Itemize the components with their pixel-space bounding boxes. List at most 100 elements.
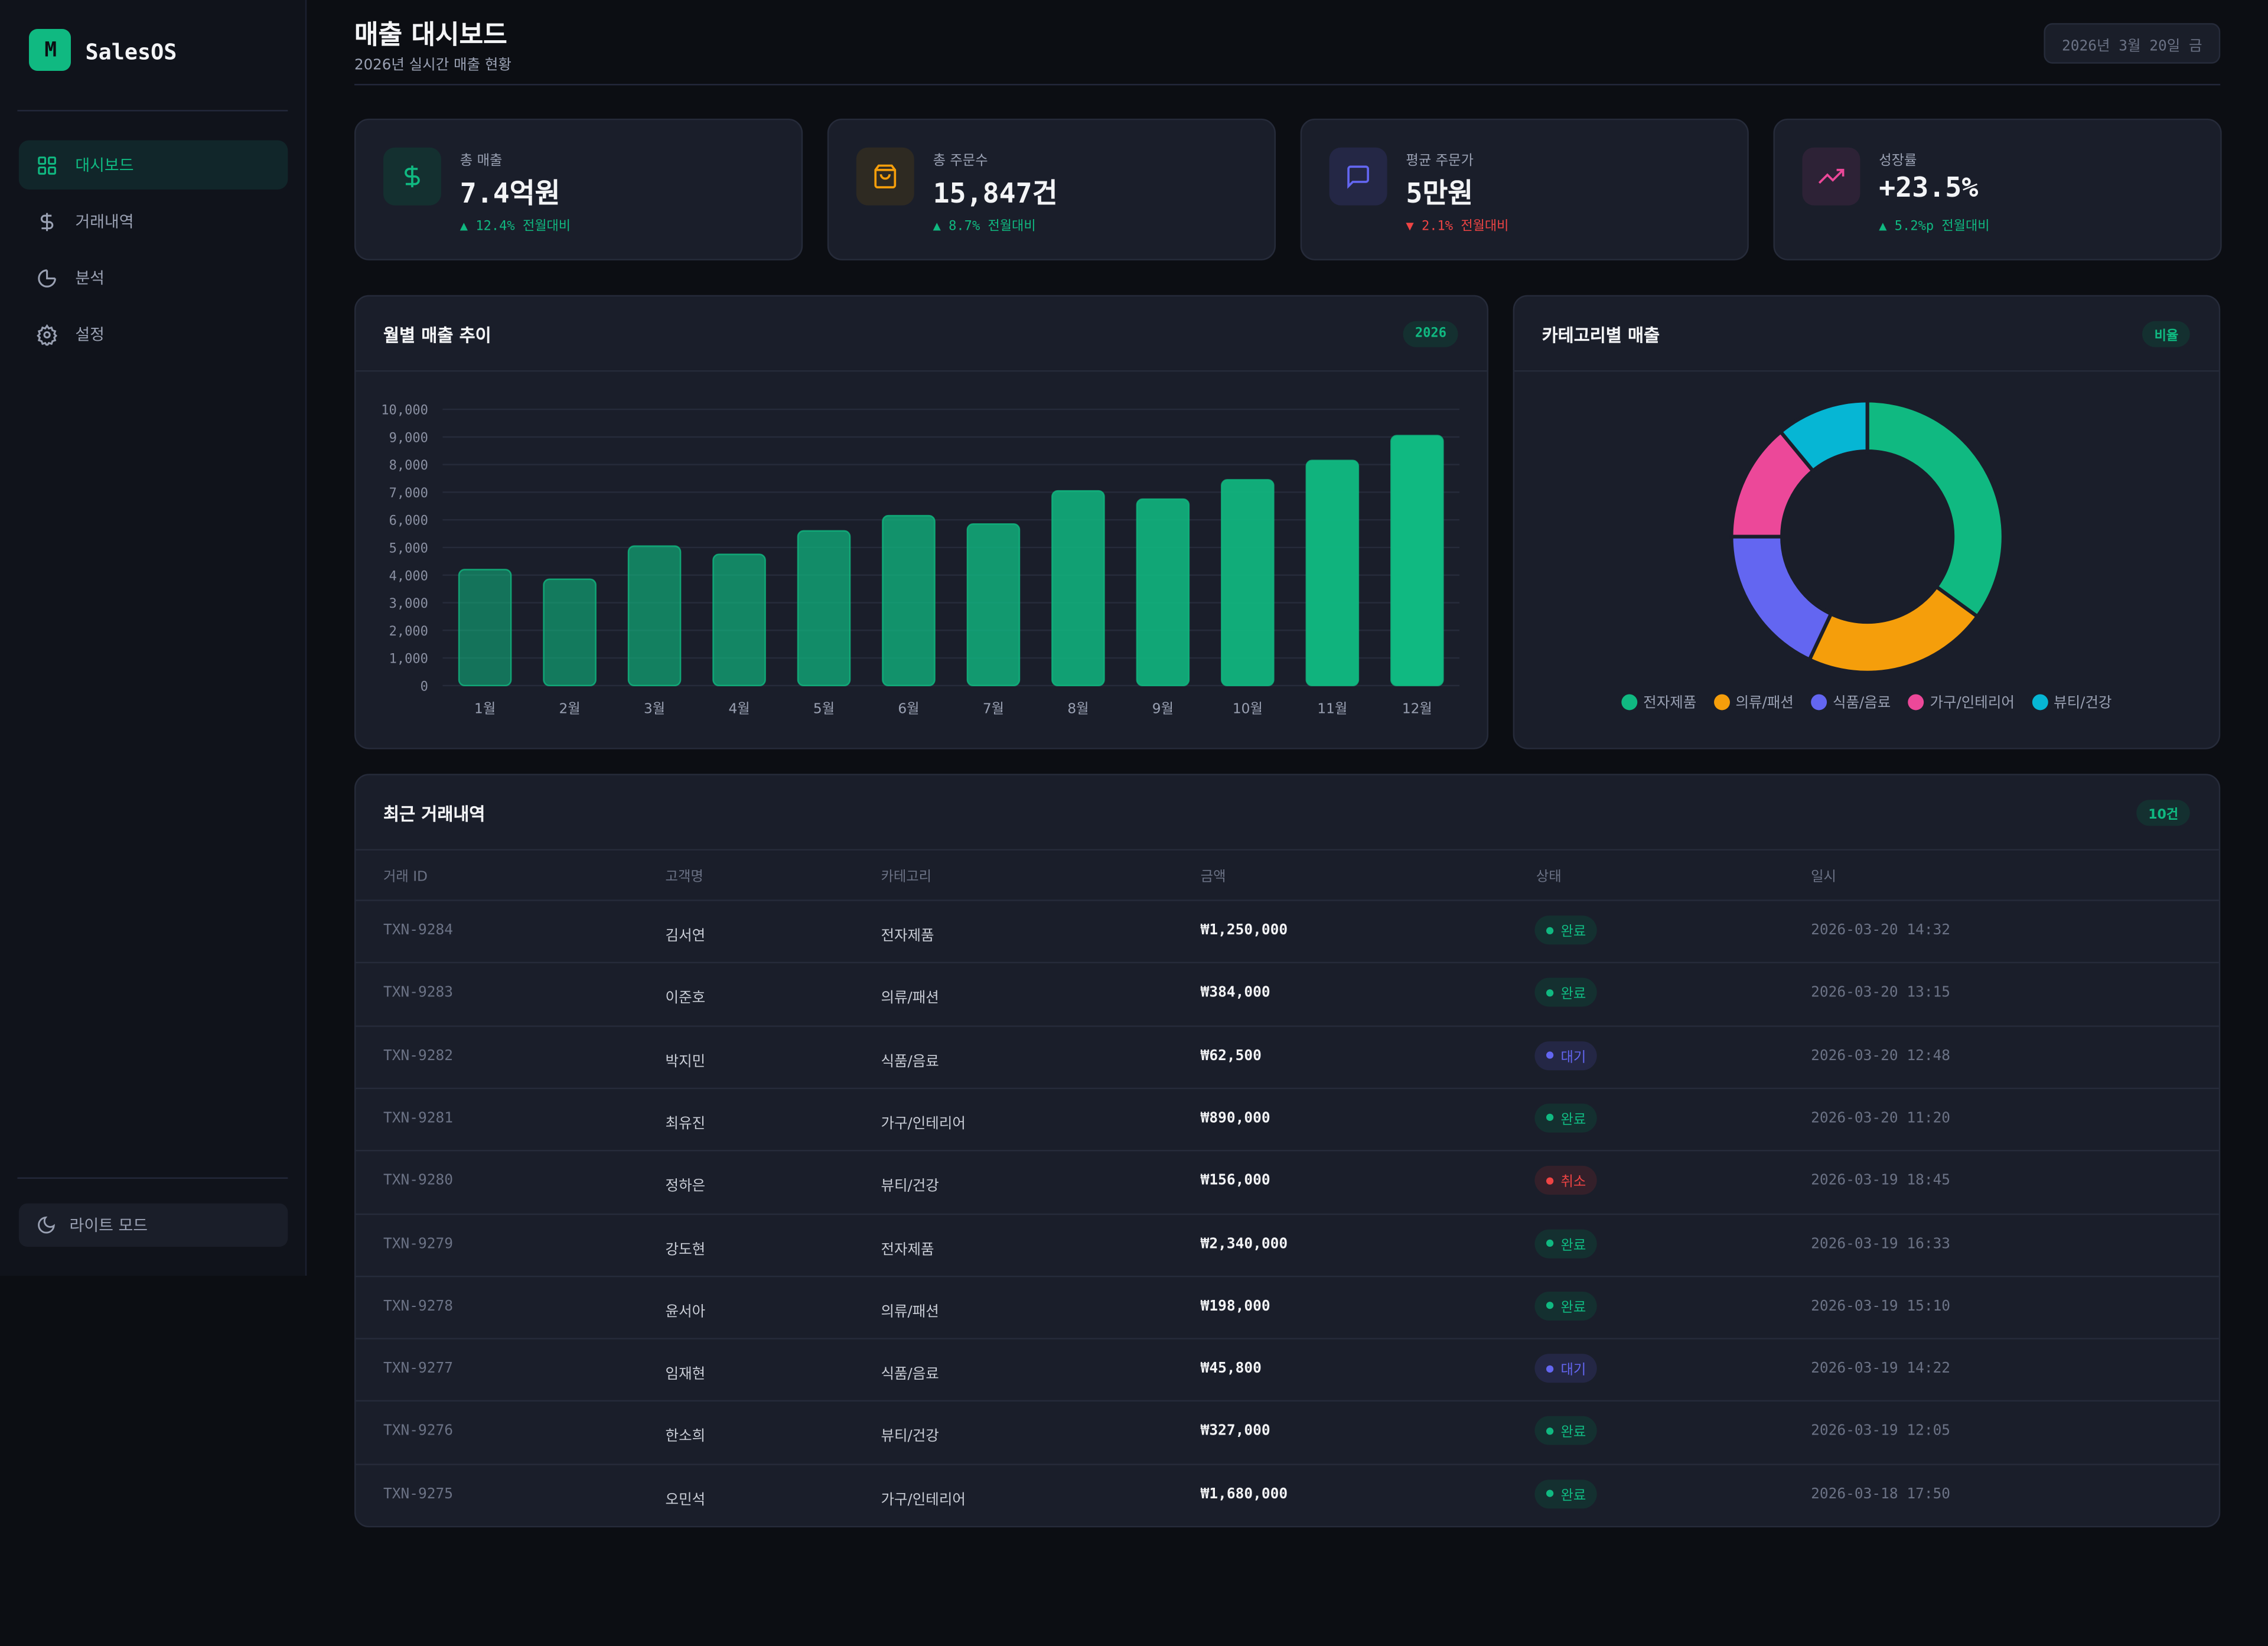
datetime: 2026-03-19 12:05 [1811,1423,1951,1440]
kpi-value: 7.4억원 [460,178,561,210]
bar[interactable] [712,553,766,687]
table-row[interactable]: TXN-9275 오민석 가구/인테리어 ₩1,680,000 완료 2026-… [356,1463,2219,1526]
status-badge: 완료 [1534,1479,1598,1508]
x-tick-label: 5월 [813,700,835,716]
datetime: 2026-03-19 15:10 [1811,1298,1951,1315]
status-badge: 완료 [1534,1416,1598,1446]
amount: ₩327,000 [1200,1423,1270,1440]
category: 뷰티/건강 [881,1179,939,1195]
donut-slice[interactable] [1778,399,1869,474]
brand-name: SalesOS [85,39,177,66]
amount: ₩45,800 [1200,1361,1262,1377]
customer-name: 정하은 [665,1179,706,1195]
customer-name: 임재현 [665,1367,706,1383]
column-header[interactable]: 카테고리 [881,869,932,885]
kpi-card: 성장률 +23.5% ▲ 5.2%p 전월대비 [1773,118,2222,260]
datetime: 2026-03-20 12:48 [1811,1048,1951,1064]
bar[interactable] [1390,435,1444,687]
category: 전자제품 [881,928,934,945]
legend-label: 식품/음료 [1832,695,1891,712]
bar[interactable] [543,578,597,687]
customer-name: 강도현 [665,1241,706,1258]
table-row[interactable]: TXN-9284 김서연 전자제품 ₩1,250,000 완료 2026-03-… [356,899,2219,961]
status-label: 완료 [1560,1300,1586,1316]
table-row[interactable]: TXN-9277 임재현 식품/음료 ₩45,800 대기 2026-03-19… [356,1338,2219,1400]
kpi-value: 5만원 [1406,178,1474,210]
table-row[interactable]: TXN-9278 윤서아 의류/패션 ₩198,000 완료 2026-03-1… [356,1275,2219,1338]
legend-swatch [1713,694,1730,710]
y-tick-label: 9,000 [389,431,428,445]
bar[interactable] [797,530,851,687]
sidebar-item-label: 대시보드 [75,156,134,175]
sidebar-item-settings[interactable]: 설정 [19,309,288,358]
table-row[interactable]: TXN-9276 한소희 뷰티/건강 ₩327,000 완료 2026-03-1… [356,1400,2219,1463]
column-header[interactable]: 고객명 [665,869,703,885]
status-label: 완료 [1560,924,1586,940]
bar[interactable] [882,514,936,687]
x-tick-label: 10월 [1233,700,1263,716]
legend-label: 의류/패션 [1735,695,1794,712]
table-row[interactable]: TXN-9279 강도현 전자제품 ₩2,340,000 완료 2026-03-… [356,1213,2219,1275]
donut-slice[interactable] [1865,399,2005,620]
sidebar-item-analytics[interactable]: 분석 [19,253,288,302]
kpi-label: 총 매출 [460,153,503,170]
kpi-delta: ▲ 8.7% 전월대비 [933,220,1036,234]
bar[interactable] [1136,498,1190,687]
amount: ₩1,680,000 [1200,1486,1288,1502]
dollar-icon [405,165,420,188]
table-row[interactable]: TXN-9282 박지민 식품/음료 ₩62,500 대기 2026-03-20… [356,1025,2219,1087]
status-badge: 취소 [1534,1166,1598,1195]
column-header[interactable]: 거래 ID [383,869,428,885]
status-label: 완료 [1560,1112,1586,1128]
datetime: 2026-03-20 11:20 [1811,1110,1951,1127]
column-header[interactable]: 일시 [1811,869,1836,885]
bar[interactable] [966,523,1021,687]
kpi-delta: ▲ 12.4% 전월대비 [460,220,571,234]
donut-chart [1729,399,2005,674]
kpi-card: 평균 주문가 5만원 ▼ 2.1% 전월대비 [1300,118,1749,260]
donut-slice[interactable] [1729,534,1834,662]
donut-slice[interactable] [1807,584,1980,674]
sidebar-item-transactions[interactable]: 거래내역 [19,197,288,246]
y-tick-label: 6,000 [389,514,428,529]
shopping-bag-icon [874,164,897,188]
amount: ₩1,250,000 [1200,923,1288,939]
x-tick-label: 9월 [1152,700,1174,716]
moon-icon [38,1216,55,1234]
column-header[interactable]: 금액 [1200,869,1226,885]
status-badge: 완료 [1534,1228,1598,1258]
y-tick-label: 4,000 [389,569,428,584]
amount: ₩62,500 [1200,1048,1262,1064]
table-row[interactable]: TXN-9280 정하은 뷰티/건강 ₩156,000 취소 2026-03-1… [356,1150,2219,1212]
table-row[interactable]: TXN-9283 이준호 의류/패션 ₩384,000 완료 2026-03-2… [356,962,2219,1024]
legend-item: 식품/음료 [1811,690,1891,712]
legend-label: 가구/인테리어 [1930,695,2015,712]
transaction-id: TXN-9280 [383,1173,453,1189]
bar[interactable] [1305,459,1360,687]
sidebar-item-dashboard[interactable]: 대시보드 [18,140,288,190]
kpi-delta: ▲ 5.2%p 전월대비 [1879,220,1990,234]
customer-name: 최유진 [665,1116,706,1133]
x-tick-label: 7월 [983,700,1004,716]
bar[interactable] [458,569,512,687]
legend-item: 뷰티/건강 [2032,690,2111,712]
legend-item: 전자제품 [1621,690,1696,712]
category: 가구/인테리어 [881,1492,966,1508]
amount: ₩384,000 [1200,985,1270,1002]
transaction-id: TXN-9284 [383,923,453,939]
kpi-icon-box [856,147,914,206]
year-badge: 2026 [1403,321,1458,347]
bar[interactable] [1221,479,1275,687]
y-tick-label: 0 [421,679,428,694]
status-badge: 완료 [1534,915,1598,945]
amount: ₩890,000 [1200,1110,1270,1127]
bar[interactable] [1051,490,1105,687]
transaction-id: TXN-9281 [383,1110,453,1127]
table-row[interactable]: TXN-9281 최유진 가구/인테리어 ₩890,000 완료 2026-03… [356,1087,2219,1149]
kpi-card: 총 주문수 15,847건 ▲ 8.7% 전월대비 [827,118,1276,260]
legend-swatch [1908,694,1924,710]
light-mode-button[interactable]: 라이트 모드 [18,1203,288,1247]
bar[interactable] [627,545,682,687]
column-header[interactable]: 상태 [1536,869,1562,885]
card-header: 카테고리별 매출 비율 [1514,296,2219,372]
